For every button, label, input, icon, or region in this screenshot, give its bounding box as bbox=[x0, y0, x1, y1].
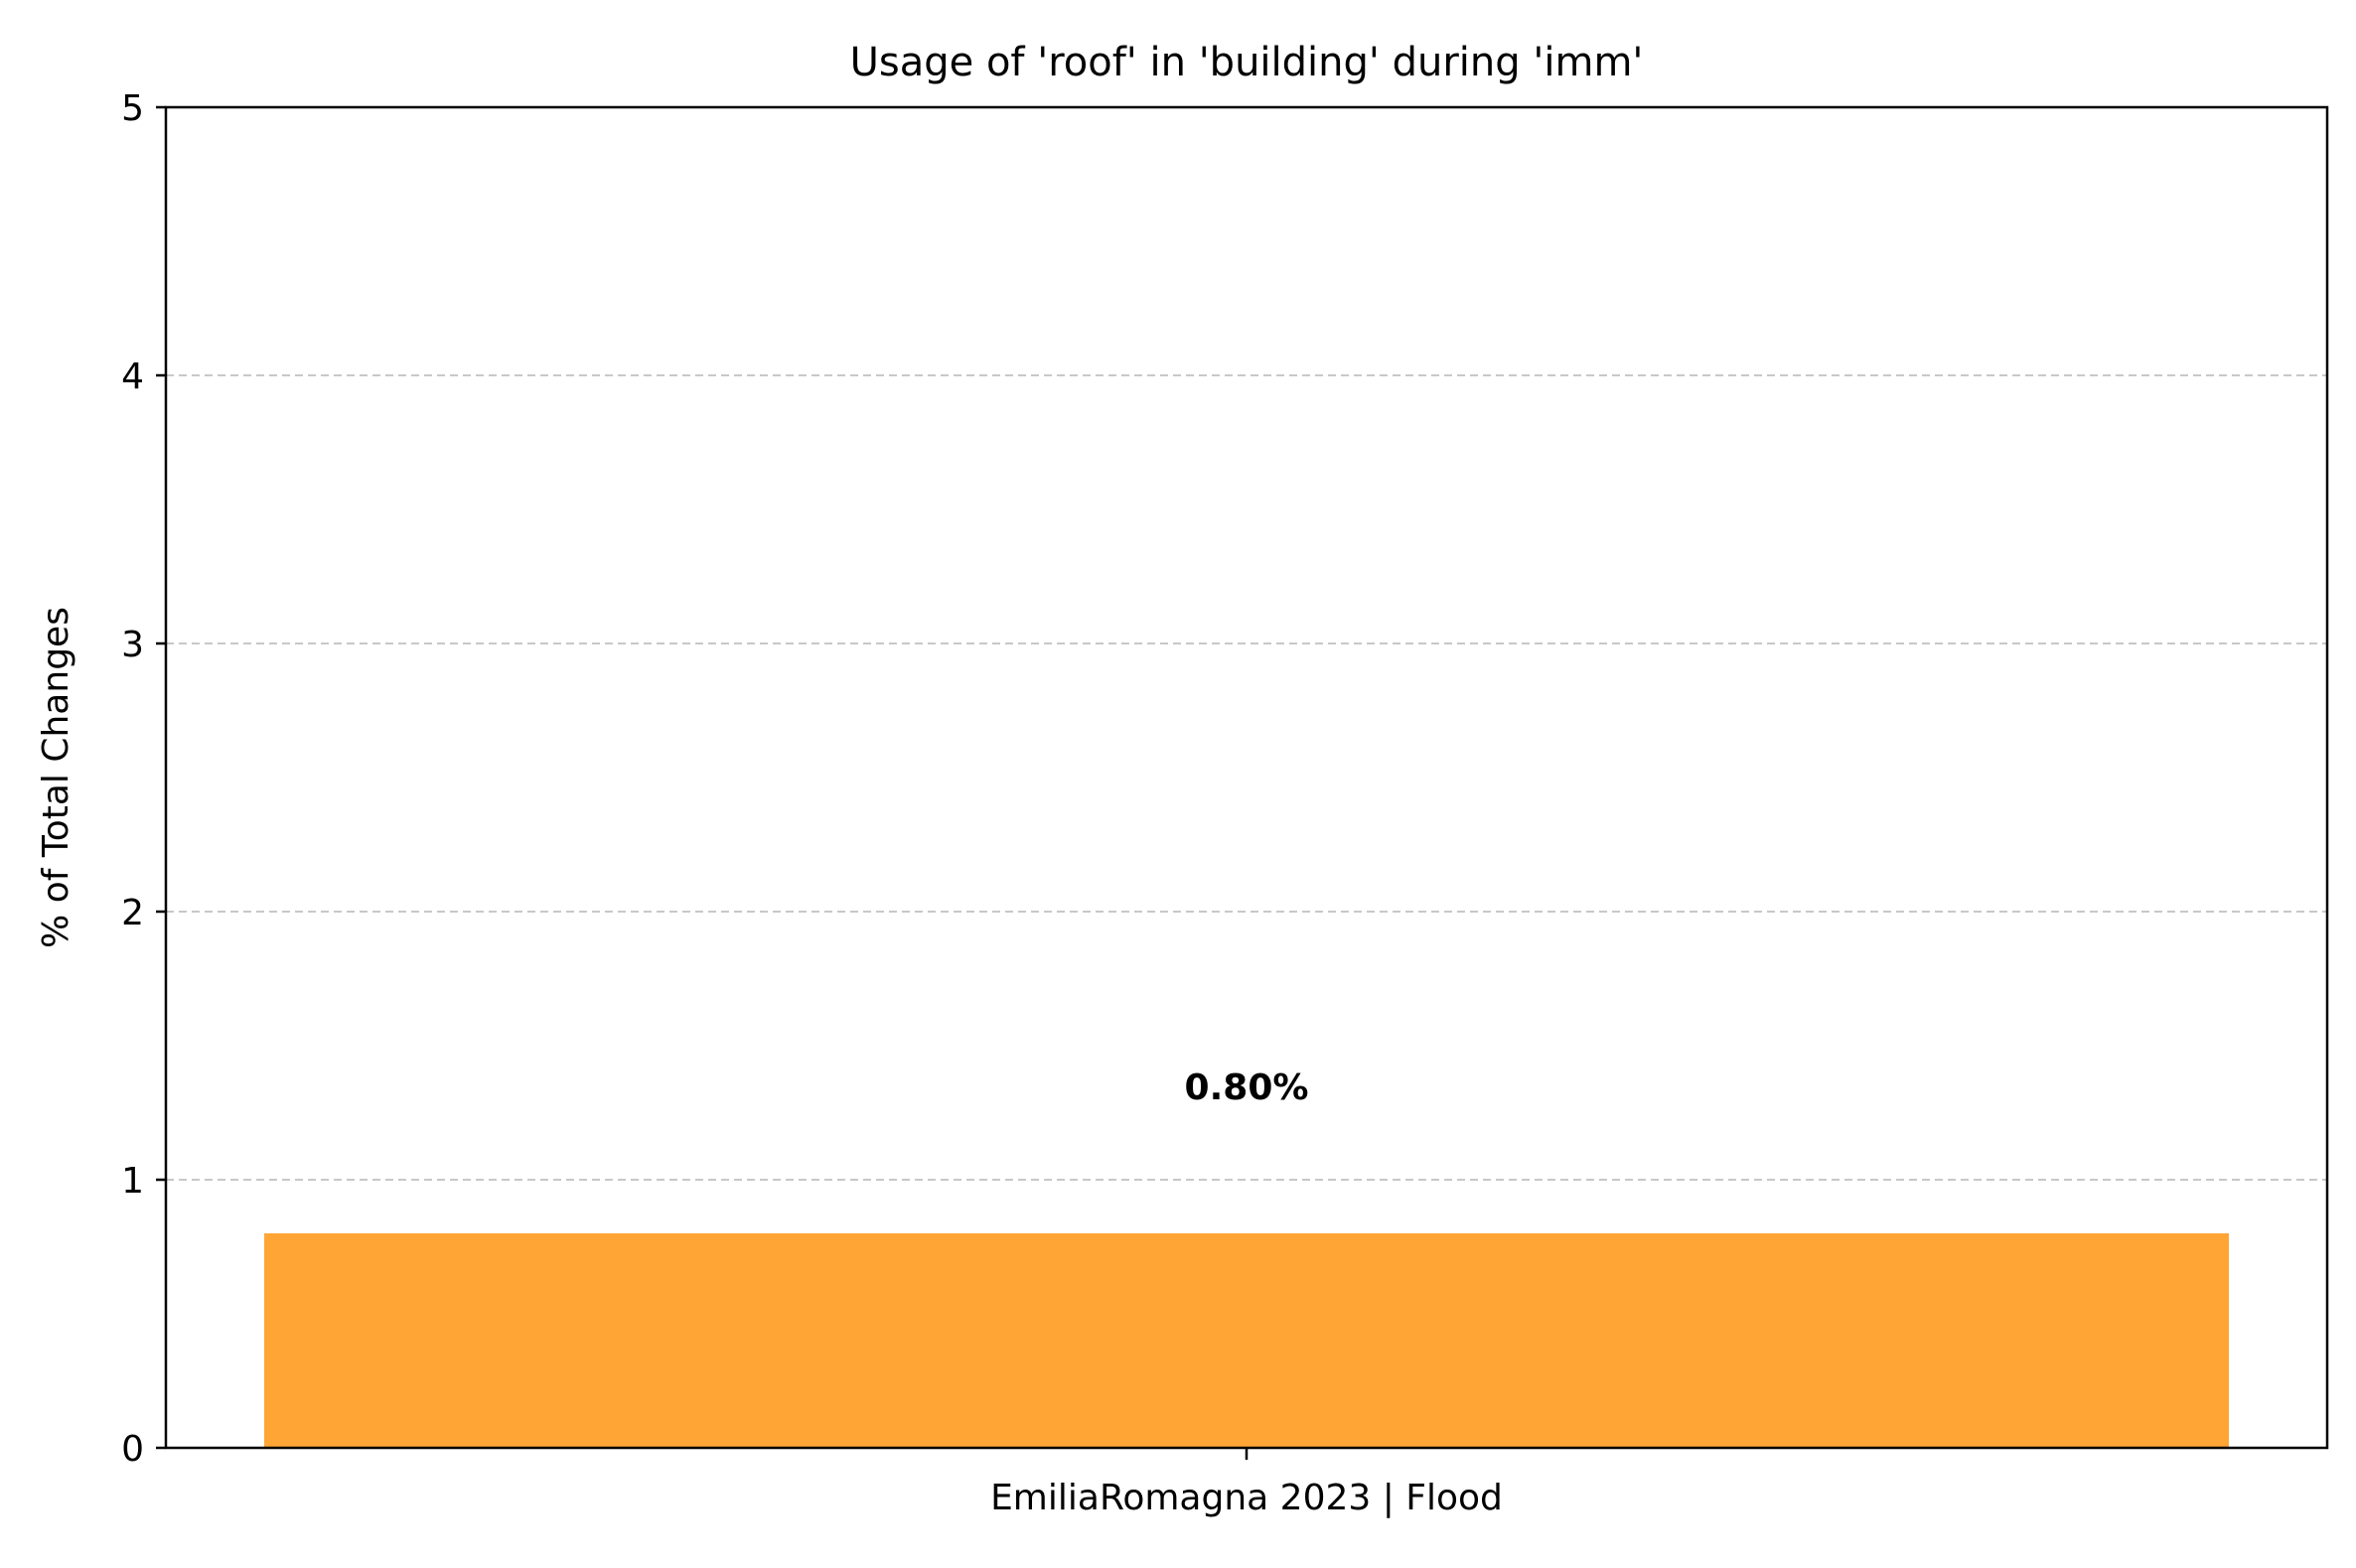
y-axis-ticks: 0 1 2 3 4 5 bbox=[121, 88, 166, 1470]
y-tick-label: 0 bbox=[121, 1429, 144, 1470]
data-labels: 0.80% bbox=[1185, 1068, 1309, 1108]
data-label: 0.80% bbox=[1185, 1068, 1309, 1108]
bar bbox=[264, 1233, 2229, 1448]
chart-title: Usage of 'roof' in 'building' during 'im… bbox=[850, 40, 1644, 85]
grid-lines bbox=[166, 374, 2327, 1181]
y-tick-label: 2 bbox=[121, 893, 144, 933]
x-tick-label: EmiliaRomagna 2023 | Flood bbox=[990, 1478, 1503, 1518]
y-tick-label: 5 bbox=[121, 88, 144, 129]
y-tick-label: 1 bbox=[121, 1161, 144, 1202]
y-tick-label: 3 bbox=[121, 625, 144, 665]
x-axis-ticks: EmiliaRomagna 2023 | Flood bbox=[990, 1448, 1503, 1518]
bars bbox=[264, 1233, 2229, 1448]
y-axis-label: % of Total Changes bbox=[36, 607, 76, 948]
y-tick-label: 4 bbox=[121, 356, 144, 397]
